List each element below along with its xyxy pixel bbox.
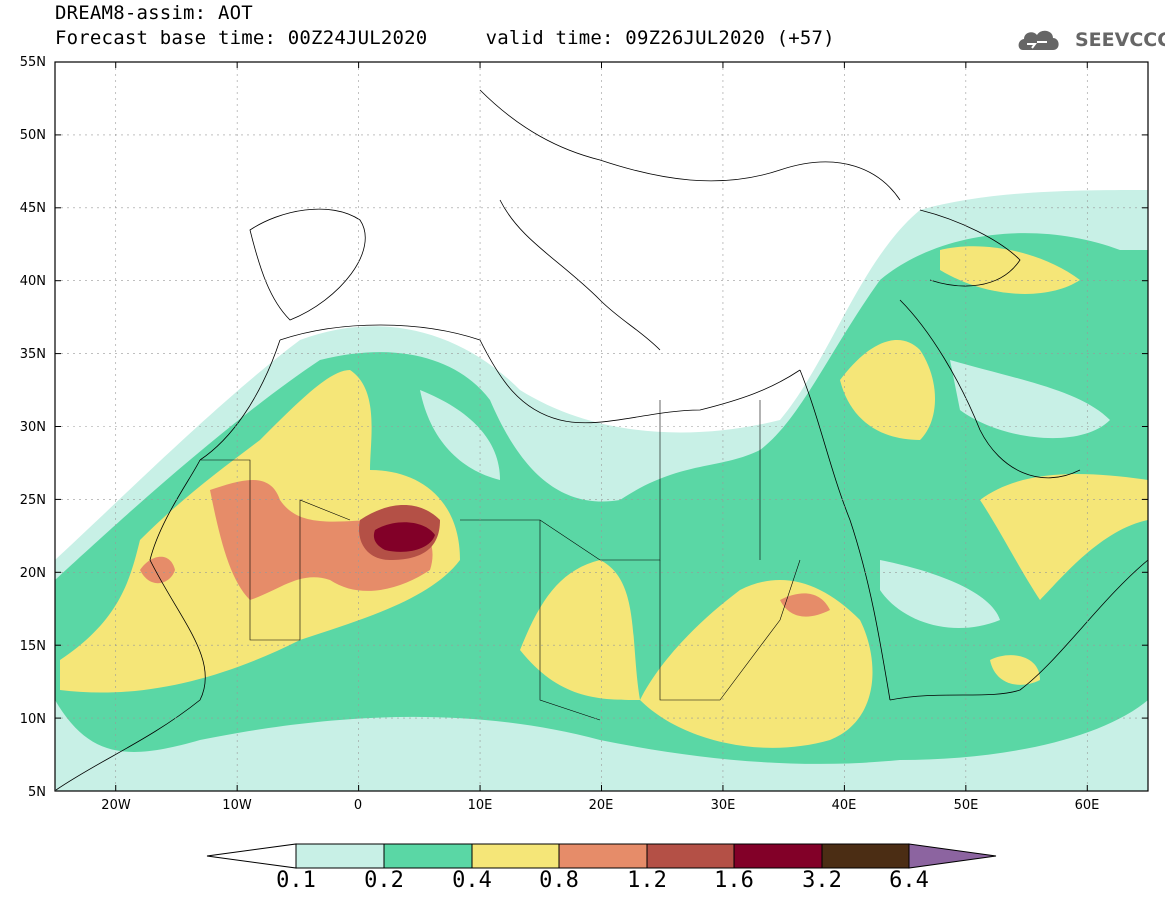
colorbar-label: 0.1 (276, 868, 316, 893)
cloud-icon (1018, 30, 1059, 50)
colorbar-bin-4 (558, 843, 648, 869)
country-borders (200, 400, 801, 721)
colorbar-bin-3 (471, 843, 560, 869)
coastlines (55, 89, 1148, 791)
colorbar-bin-5 (646, 843, 735, 869)
colorbar-label: 6.4 (889, 868, 929, 893)
lat-label: 5N (28, 785, 46, 800)
colorbar-label: 0.8 (539, 868, 579, 893)
lat-label: 20N (19, 566, 46, 581)
lon-label: 10W (222, 798, 252, 813)
colorbar (206, 843, 997, 869)
colorbar-label: 1.6 (714, 868, 754, 893)
colorbar-label: 0.2 (364, 868, 404, 893)
lat-label: 40N (19, 274, 46, 289)
graticule (55, 62, 1148, 791)
lon-label: 20W (101, 798, 131, 813)
colorbar-bin-1 (295, 843, 385, 869)
aot-field (55, 190, 1148, 791)
chart-title: DREAM8-assim: AOT (55, 2, 253, 24)
lat-label: 55N (19, 55, 46, 70)
colorbar-label: 1.2 (627, 868, 667, 893)
lat-label: 35N (19, 347, 46, 362)
lon-label: 10E (467, 798, 493, 813)
axis-ticks (55, 61, 1148, 792)
seevccc-logo: SEEVCCC (1075, 29, 1165, 51)
lat-label: 30N (19, 420, 46, 435)
chart-subtitle: Forecast base time: 00Z24JUL2020 valid t… (55, 27, 835, 49)
colorbar-bin-7 (821, 843, 910, 869)
colorbar-label: 0.4 (452, 868, 492, 893)
lon-label: 0 (353, 798, 363, 813)
colorbar-bin-6 (733, 843, 823, 869)
lat-label: 45N (19, 201, 46, 216)
colorbar-bin-2 (383, 843, 473, 869)
colorbar-label: 3.2 (802, 868, 842, 893)
lon-label: 50E (953, 798, 979, 813)
lat-label: 10N (19, 712, 46, 727)
lon-label: 60E (1074, 798, 1100, 813)
lon-label: 30E (710, 798, 736, 813)
colorbar-under-arrow (206, 843, 297, 869)
lat-label: 25N (19, 493, 46, 508)
colorbar-over-arrow (908, 843, 997, 869)
lat-label: 50N (19, 128, 46, 143)
lat-label: 15N (19, 639, 46, 654)
lon-label: 40E (831, 798, 857, 813)
lon-label: 20E (588, 798, 614, 813)
